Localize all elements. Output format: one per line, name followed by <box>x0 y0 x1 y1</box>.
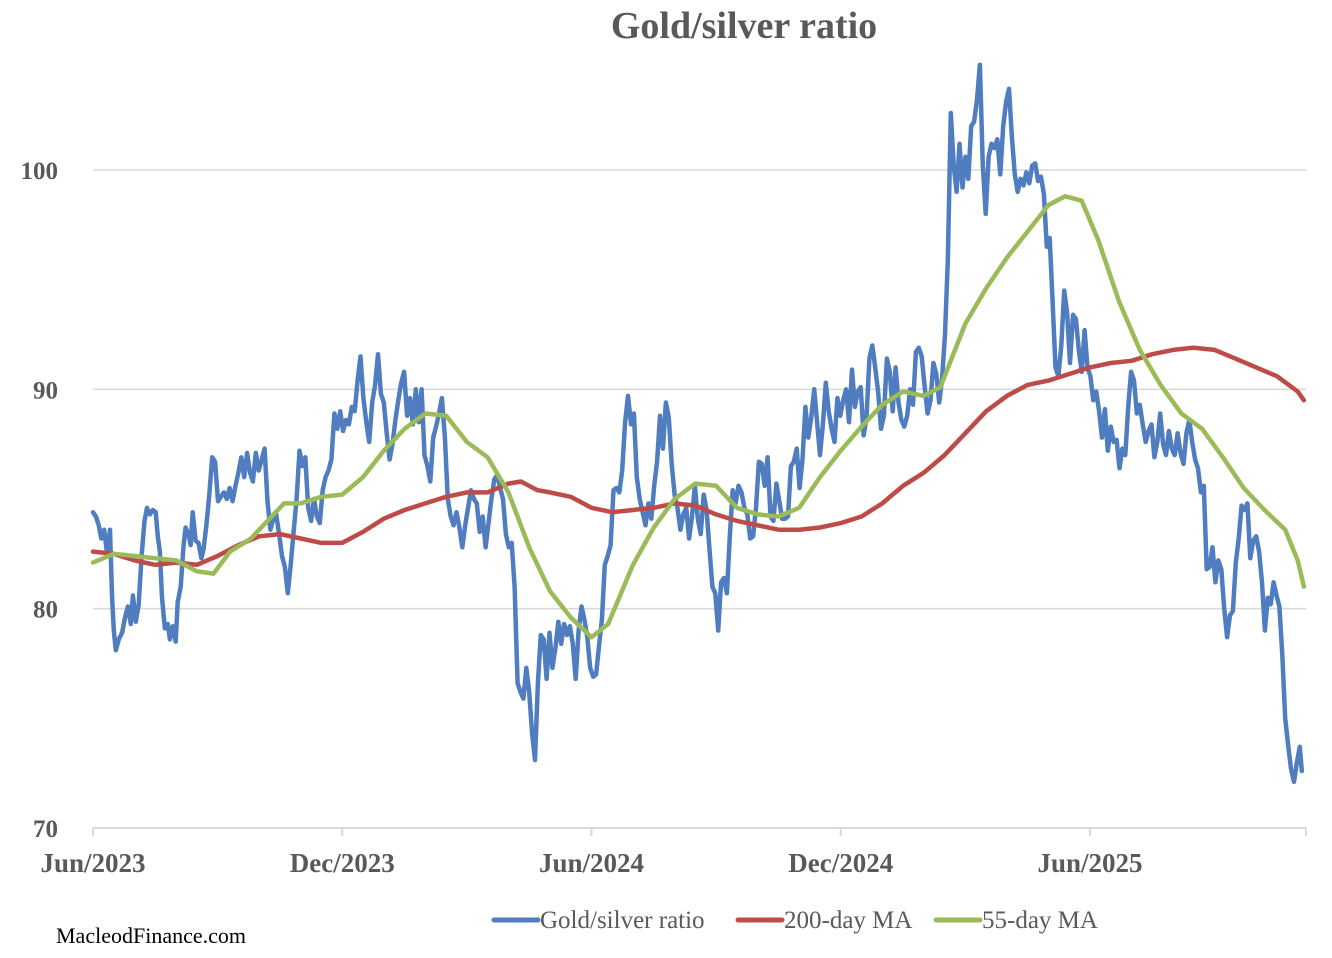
y-axis-ticks: 70 80 90 100 <box>21 158 59 843</box>
y-tick-label: 90 <box>33 377 58 404</box>
series-55-day-ma <box>90 194 1307 640</box>
y-tick-label: 80 <box>33 597 58 624</box>
legend-item: Gold/silver ratio <box>491 907 705 934</box>
legend-label: 200-day MA <box>784 907 912 934</box>
legend-label: 55-day MA <box>982 907 1098 934</box>
series-200-day-ma <box>90 345 1307 568</box>
credit-text: MacleodFinance.com <box>56 923 246 948</box>
legend-item: 55-day MA <box>933 907 1098 934</box>
y-tick-label: 100 <box>21 158 59 185</box>
legend-item: 200-day MA <box>735 907 912 934</box>
chart-title: Gold/silver ratio <box>611 5 877 47</box>
x-axis: Jun/2023 Dec/2023 Jun/2024 Dec/2024 Jun/2025 <box>40 827 1307 878</box>
y-tick-label: 70 <box>33 816 58 843</box>
legend: Gold/silver ratio 200-day MA 55-day MA <box>491 907 1098 934</box>
x-tick-label: Dec/2024 <box>788 848 893 878</box>
x-tick-label: Jun/2024 <box>539 848 644 878</box>
series-gold-silver-ratio <box>90 62 1305 785</box>
legend-label: Gold/silver ratio <box>540 907 705 934</box>
x-tick-label: Jun/2025 <box>1037 848 1142 878</box>
series-lines <box>90 62 1307 785</box>
x-tick-label: Jun/2023 <box>40 848 145 878</box>
gridlines <box>93 169 1306 610</box>
x-tick-label: Dec/2023 <box>290 848 395 878</box>
